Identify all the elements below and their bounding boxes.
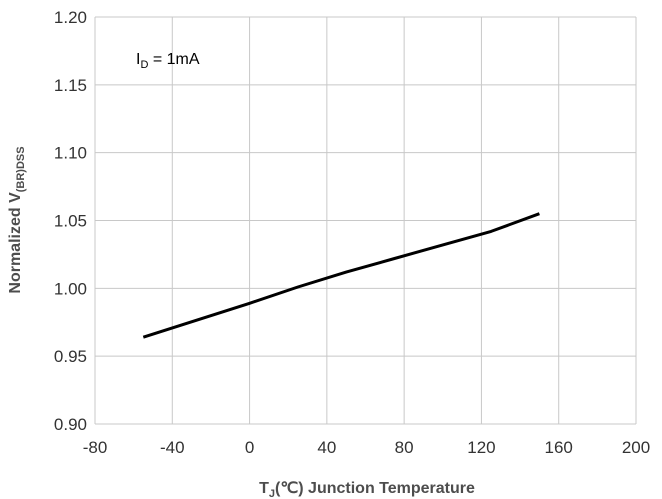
y-tick-label: 0.90 bbox=[54, 415, 87, 434]
x-tick-label: -80 bbox=[83, 438, 108, 457]
y-tick-label: 1.05 bbox=[54, 212, 87, 231]
y-tick-label: 1.15 bbox=[54, 76, 87, 95]
y-tick-label: 0.95 bbox=[54, 347, 87, 366]
x-axis-label: TJ(℃) Junction Temperature bbox=[259, 480, 475, 499]
x-tick-label: 80 bbox=[395, 438, 414, 457]
y-axis-label-main: Normalized V bbox=[7, 192, 24, 294]
x-tick-label: -40 bbox=[160, 438, 185, 457]
y-tick-label: 1.20 bbox=[54, 8, 87, 27]
y-axis-label-sub: (BR)DSS bbox=[15, 146, 27, 192]
y-axis-label: Normalized V(BR)DSS bbox=[7, 146, 27, 293]
annotation-main: I bbox=[136, 51, 140, 68]
x-axis-label-main: T bbox=[259, 480, 269, 497]
x-tick-labels: -80 -40 0 40 80 120 160 200 bbox=[83, 438, 650, 457]
x-tick-label: 160 bbox=[545, 438, 573, 457]
y-tick-label: 1.00 bbox=[54, 279, 87, 298]
x-tick-label: 200 bbox=[622, 438, 650, 457]
x-tick-label: 40 bbox=[317, 438, 336, 457]
x-axis-label-rest: (℃) Junction Temperature bbox=[275, 480, 475, 497]
annotation: ID = 1mA bbox=[136, 51, 200, 71]
x-axis-label-sub: J bbox=[269, 488, 275, 499]
grid bbox=[94, 16, 637, 425]
series-line bbox=[142, 212, 540, 339]
series-layer bbox=[142, 212, 540, 339]
x-tick-label: 0 bbox=[245, 438, 254, 457]
y-tick-label: 1.10 bbox=[54, 144, 87, 163]
annotation-rest: = 1mA bbox=[148, 51, 199, 68]
y-tick-labels: 0.90 0.95 1.00 1.05 1.10 1.15 1.20 bbox=[54, 8, 87, 434]
annotation-sub: D bbox=[140, 59, 148, 71]
x-tick-label: 120 bbox=[467, 438, 495, 457]
